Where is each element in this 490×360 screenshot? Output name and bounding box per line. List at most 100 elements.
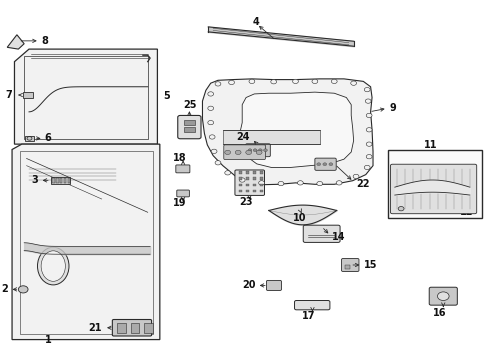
Text: 6: 6 (45, 134, 51, 143)
Bar (246, 171, 248, 174)
Text: 2: 2 (1, 284, 8, 294)
Circle shape (258, 149, 262, 152)
FancyBboxPatch shape (429, 287, 457, 305)
Bar (64, 178, 66, 183)
Text: 10: 10 (293, 213, 306, 222)
Bar (246, 177, 248, 180)
Bar (52, 178, 55, 183)
Circle shape (229, 80, 234, 85)
Text: 13: 13 (413, 204, 427, 214)
FancyBboxPatch shape (342, 258, 359, 271)
Ellipse shape (41, 251, 65, 281)
Text: 24: 24 (236, 132, 249, 142)
Text: 7: 7 (6, 90, 13, 100)
Circle shape (366, 128, 372, 132)
Circle shape (246, 150, 251, 154)
FancyBboxPatch shape (391, 164, 477, 214)
Text: 20: 20 (242, 280, 255, 291)
Circle shape (366, 142, 372, 146)
Bar (253, 171, 256, 174)
Bar (145, 323, 153, 333)
Circle shape (208, 92, 214, 96)
Circle shape (208, 106, 214, 111)
Circle shape (278, 181, 284, 186)
Text: 1: 1 (45, 334, 52, 345)
Circle shape (235, 150, 241, 154)
Bar (60, 178, 62, 183)
FancyBboxPatch shape (315, 158, 336, 170)
Bar (253, 184, 256, 186)
FancyBboxPatch shape (178, 116, 201, 139)
Bar (131, 323, 140, 333)
Circle shape (317, 181, 322, 186)
Bar (388, 149, 482, 218)
Circle shape (215, 161, 221, 165)
Text: 9: 9 (389, 103, 396, 113)
FancyBboxPatch shape (245, 144, 270, 157)
Text: 22: 22 (356, 179, 369, 189)
Text: 25: 25 (183, 100, 196, 110)
FancyBboxPatch shape (112, 319, 151, 336)
Text: 11: 11 (423, 140, 437, 150)
Circle shape (366, 154, 372, 159)
Text: 23: 23 (239, 197, 253, 207)
Circle shape (239, 178, 245, 182)
Polygon shape (7, 35, 24, 49)
Circle shape (225, 171, 231, 175)
Circle shape (208, 121, 214, 125)
Circle shape (336, 181, 342, 185)
Circle shape (259, 181, 265, 185)
Circle shape (364, 165, 370, 170)
Circle shape (317, 163, 320, 166)
Text: 14: 14 (332, 232, 345, 242)
Bar (260, 184, 263, 186)
FancyBboxPatch shape (177, 190, 190, 197)
Circle shape (215, 82, 221, 86)
Bar (239, 190, 242, 192)
Bar (260, 190, 263, 192)
Circle shape (364, 87, 370, 92)
Bar (223, 130, 319, 144)
Polygon shape (240, 92, 354, 167)
Circle shape (329, 163, 333, 166)
Circle shape (312, 79, 318, 84)
Circle shape (351, 81, 357, 85)
Text: 19: 19 (173, 198, 187, 208)
Bar (246, 190, 248, 192)
Bar (253, 177, 256, 180)
Circle shape (398, 207, 404, 211)
Text: 5: 5 (164, 91, 171, 101)
Bar (184, 127, 195, 132)
Circle shape (365, 99, 371, 103)
Text: 8: 8 (41, 36, 48, 46)
Bar (239, 177, 242, 180)
Bar (239, 184, 242, 186)
Ellipse shape (38, 247, 69, 285)
Circle shape (225, 150, 231, 154)
Circle shape (209, 135, 215, 139)
Bar (239, 171, 242, 174)
Polygon shape (12, 144, 160, 339)
Text: 16: 16 (433, 308, 446, 318)
Bar (56, 178, 59, 183)
Circle shape (353, 174, 359, 179)
Circle shape (438, 292, 449, 301)
Bar (253, 190, 256, 192)
Text: 15: 15 (364, 260, 377, 270)
Text: 4: 4 (252, 17, 259, 27)
Bar (260, 171, 263, 174)
Text: 3: 3 (31, 175, 38, 185)
Circle shape (248, 149, 252, 152)
Polygon shape (15, 49, 157, 144)
FancyBboxPatch shape (303, 225, 340, 242)
Text: 17: 17 (302, 311, 316, 321)
Circle shape (323, 163, 327, 166)
Circle shape (331, 79, 337, 84)
Bar (23, 93, 33, 98)
Polygon shape (202, 79, 373, 185)
Circle shape (264, 149, 268, 152)
FancyBboxPatch shape (224, 145, 266, 159)
Bar (345, 265, 350, 269)
Circle shape (256, 150, 262, 154)
FancyBboxPatch shape (235, 170, 265, 195)
